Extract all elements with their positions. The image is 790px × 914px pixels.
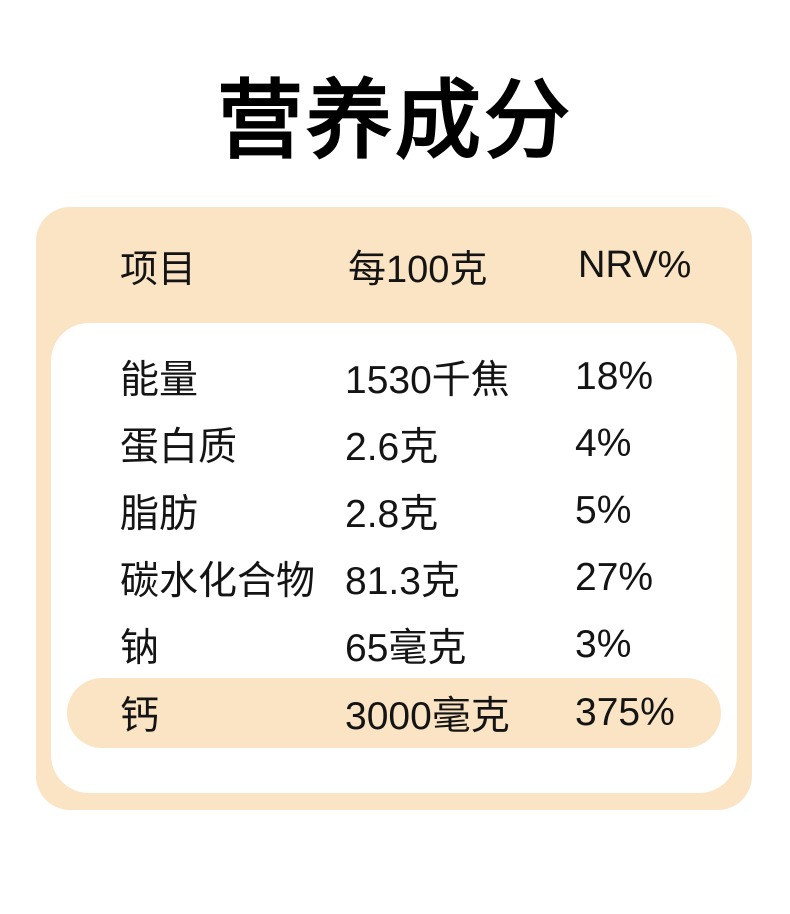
nutrition-table-header: 项目 每100克 NRV% (36, 207, 752, 323)
nutrient-nrv-percent: 5% (575, 488, 632, 532)
nutrient-amount: 1530千焦 (345, 358, 510, 402)
nutrition-table-panel: 能量 1530千焦 18% 蛋白质 2.6克 4% 脂肪 2.8克 5% 碳水化… (51, 323, 737, 793)
nutrient-name: 钠 (120, 626, 160, 670)
nutrient-nrv-percent: 4% (575, 421, 632, 465)
nutrient-name: 碳水化合物 (120, 559, 316, 603)
nutrient-amount: 2.8克 (345, 492, 439, 536)
nutrient-name: 脂肪 (120, 492, 199, 536)
nutrition-row: 能量 1530千焦 18% (67, 343, 721, 410)
nutrition-row: 蛋白质 2.6克 4% (67, 410, 721, 477)
nutrition-row: 钙 3000毫克 375% (67, 678, 721, 748)
nutrient-name: 钙 (120, 695, 160, 738)
nutrient-nrv-percent: 18% (575, 354, 654, 398)
nutrition-card: 项目 每100克 NRV% 能量 1530千焦 18% 蛋白质 2.6克 4% … (36, 207, 752, 810)
nutrient-amount: 3000毫克 (345, 695, 510, 738)
nutrition-row: 碳水化合物 81.3克 27% (67, 544, 721, 611)
header-per-100g-label: 每100克 (348, 248, 488, 291)
nutrient-name: 蛋白质 (120, 425, 238, 469)
nutrient-nrv-percent: 27% (575, 555, 654, 599)
nutrition-row: 脂肪 2.8克 5% (67, 477, 721, 544)
page-title: 营养成分 (217, 73, 573, 169)
nutrient-amount: 81.3克 (345, 559, 460, 603)
header-nrv-label: NRV% (578, 243, 692, 286)
nutrition-row: 钠 65毫克 3% (67, 611, 721, 678)
nutrient-nrv-percent: 375% (575, 691, 675, 734)
nutrient-nrv-percent: 3% (575, 622, 632, 666)
header-item-label: 项目 (120, 248, 197, 291)
nutrient-name: 能量 (120, 358, 199, 402)
nutrition-rows: 能量 1530千焦 18% 蛋白质 2.6克 4% 脂肪 2.8克 5% 碳水化… (51, 343, 737, 748)
nutrient-amount: 65毫克 (345, 626, 467, 670)
nutrient-amount: 2.6克 (345, 425, 439, 469)
